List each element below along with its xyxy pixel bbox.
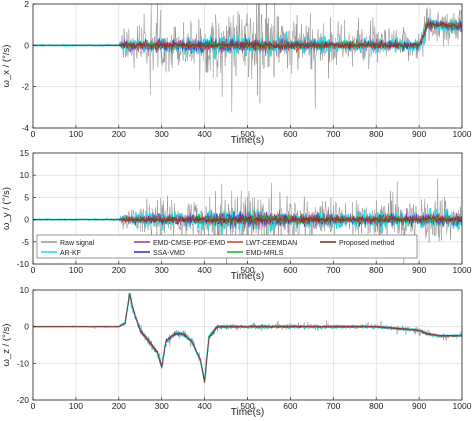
x-tick-label: 1000: [453, 129, 472, 139]
legend-entry-label: AR-KF: [60, 250, 81, 257]
x-tick-label: 0: [31, 129, 36, 139]
x-tick-label: 600: [283, 401, 297, 411]
y-tick-label: 10: [20, 285, 30, 295]
x-tick-label: 500: [240, 265, 254, 275]
y-axis-label: ω_y / (°/s): [1, 187, 12, 230]
x-tick-label: 600: [283, 265, 297, 275]
x-axis-label: Time(s): [231, 271, 265, 282]
x-tick-label: 800: [369, 129, 383, 139]
y-tick-label: 15: [20, 148, 30, 158]
x-tick-label: 700: [326, 401, 340, 411]
x-tick-label: 0: [31, 401, 36, 411]
y-tick-label: -2: [21, 82, 29, 92]
x-tick-label: 200: [112, 265, 126, 275]
legend-entry-label: EMD-CMSE-PDF-EMD: [153, 240, 225, 247]
x-tick-label: 900: [412, 265, 426, 275]
legend-entry-label: Raw signal: [60, 240, 95, 247]
chart-panel-2: 0 100 200 300 400 500 600 700 800 900 1000 -10 -5 0 5 1…: [1, 148, 472, 282]
y-tick-label: 10: [20, 170, 30, 180]
y-tick-label: 2: [24, 0, 29, 9]
x-tick-label: 100: [69, 129, 83, 139]
chart-panel-1: 0 100 200 300 400 500 600 700 800 900 1000 -4 -2 0 2 Ti…: [1, 0, 472, 146]
x-tick-label: 200: [112, 401, 126, 411]
y-tick-label: -10: [17, 259, 30, 269]
x-tick-label: 100: [69, 401, 83, 411]
series-group: [33, 178, 462, 264]
legend-box: [36, 234, 418, 259]
x-tick-label: 400: [198, 401, 212, 411]
series-group: [33, 292, 462, 384]
x-axis-label: Time(s): [231, 407, 265, 418]
x-tick-label: 500: [240, 129, 254, 139]
x-tick-label: 100: [69, 265, 83, 275]
y-tick-label: -20: [17, 395, 30, 405]
y-axis-label: ω_x / (°/s): [1, 45, 12, 88]
x-tick-label: 400: [198, 129, 212, 139]
y-tick-label: 0: [24, 40, 29, 50]
x-tick-label: 200: [112, 129, 126, 139]
y-tick-label: 0: [24, 322, 29, 332]
y-axis-label: ω_z / (°/s): [1, 324, 12, 367]
chart-panel-3: 0 100 200 300 400 500 600 700 800 900 1000 -20 -10 0 1…: [1, 285, 472, 418]
x-tick-label: 600: [283, 129, 297, 139]
x-tick-label: 1000: [453, 401, 472, 411]
y-tick-label: -5: [21, 237, 29, 247]
y-tick-label: 5: [24, 192, 29, 202]
series-line-proposed: [33, 214, 462, 225]
y-tick-label: 0: [24, 215, 29, 225]
x-tick-label: 900: [412, 401, 426, 411]
series-group: [33, 4, 462, 113]
series-line-proposed: [33, 20, 462, 50]
y-tick-label: -4: [21, 123, 29, 133]
legend: Raw signal EMD-CMSE-PDF-EMD LWT-CEEMDAN Pro…: [36, 234, 418, 259]
legend-entry-label: Proposed method: [339, 240, 394, 247]
x-tick-label: 300: [155, 401, 169, 411]
legend-entry-label: SSA-VMD: [153, 250, 185, 257]
x-tick-label: 800: [369, 265, 383, 275]
y-tick-label: -10: [17, 358, 30, 368]
series-line-proposed: [33, 294, 462, 383]
x-tick-label: 800: [369, 401, 383, 411]
x-tick-label: 900: [412, 129, 426, 139]
x-axis-label: Time(s): [231, 135, 265, 146]
x-tick-label: 700: [326, 129, 340, 139]
legend-entry-label: LWT-CEEMDAN: [246, 240, 297, 247]
legend-entry-label: EMD-MRLS: [246, 250, 284, 257]
x-tick-label: 1000: [453, 265, 472, 275]
x-tick-label: 400: [198, 265, 212, 275]
x-tick-label: 300: [155, 129, 169, 139]
x-tick-label: 0: [31, 265, 36, 275]
x-tick-label: 700: [326, 265, 340, 275]
x-tick-label: 300: [155, 265, 169, 275]
x-tick-label: 500: [240, 401, 254, 411]
